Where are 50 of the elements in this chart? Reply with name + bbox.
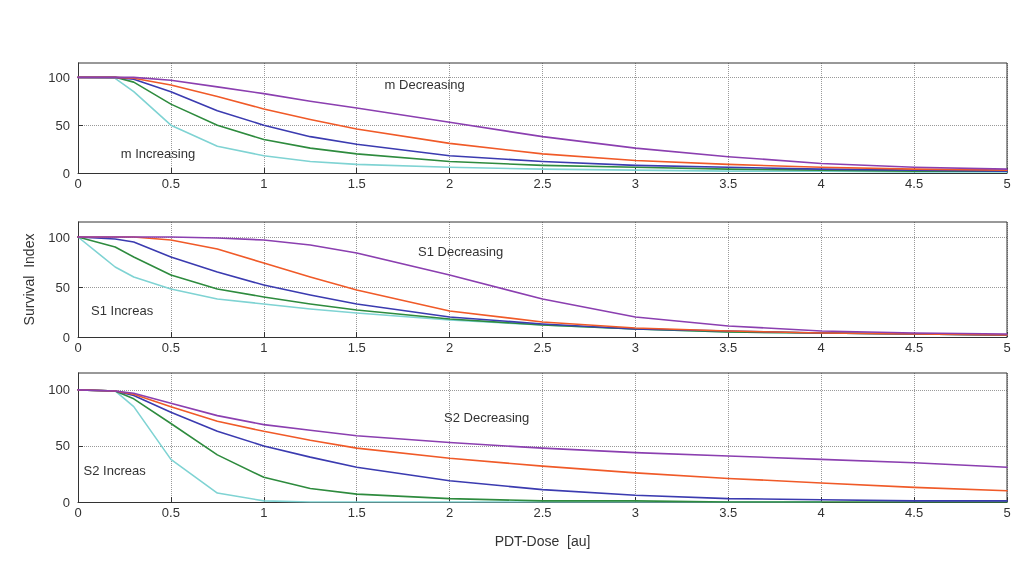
x-tick-label: 3.5: [719, 176, 738, 191]
y-tick-label: 50: [55, 117, 70, 133]
y-tick-label: 0: [62, 329, 70, 345]
annotation: S1 Decreasing: [418, 243, 504, 259]
x-tick-label: 0.5: [161, 340, 180, 355]
x-tick-label: 1.5: [347, 340, 366, 355]
x-tick-label: 2: [445, 505, 454, 520]
x-tick-label: 2.5: [533, 340, 552, 355]
x-tick-label: 5: [1003, 340, 1011, 355]
x-axis-title: PDT-Dose [au]: [494, 533, 591, 549]
x-tick-label: 4.5: [905, 505, 924, 520]
y-tick-label: 50: [55, 279, 70, 295]
x-tick-label: 1: [260, 340, 268, 355]
y-tick-label: 100: [48, 69, 70, 85]
x-tick-label: 0: [74, 340, 82, 355]
x-tick-label: 1.5: [347, 176, 366, 191]
x-tick-label: 0.5: [161, 505, 180, 520]
x-tick-label: 4: [817, 505, 825, 520]
x-tick-label: 2: [445, 340, 454, 355]
x-tick-label: 3: [631, 176, 640, 191]
annotation: S1 Increas: [91, 302, 154, 318]
x-tick-label: 2: [445, 176, 454, 191]
x-tick-label: 2.5: [533, 505, 552, 520]
x-tick-label: 3: [631, 340, 640, 355]
annotation: S2 Increas: [83, 463, 147, 479]
x-tick-label: 4: [817, 176, 825, 191]
x-tick-label: 5: [1003, 176, 1011, 191]
y-tick-label: 100: [48, 229, 70, 245]
x-tick-label: 3.5: [719, 340, 738, 355]
y-tick-label: 100: [48, 382, 70, 398]
x-tick-label: 1: [260, 505, 268, 520]
x-tick-label: 4.5: [905, 340, 924, 355]
x-tick-label: 3: [631, 505, 640, 520]
annotation: m Increasing: [120, 146, 196, 162]
x-tick-label: 4: [817, 340, 825, 355]
annotation: m Decreasing: [384, 77, 465, 92]
x-tick-label: 2.5: [533, 176, 552, 191]
y-tick-label: 50: [55, 438, 70, 454]
annotation: S2 Decreasing: [444, 410, 530, 426]
y-tick-label: 0: [62, 494, 70, 510]
x-tick-label: 0.5: [161, 176, 180, 191]
x-tick-label: 1.5: [347, 505, 366, 520]
x-tick-label: 4.5: [905, 176, 924, 191]
x-tick-label: 0: [74, 176, 82, 191]
x-tick-label: 5: [1003, 505, 1011, 520]
x-tick-label: 3.5: [719, 505, 738, 520]
y-tick-label: 0: [62, 165, 70, 181]
x-tick-label: 0: [74, 505, 82, 520]
x-tick-label: 1: [260, 176, 268, 191]
y-axis-title: Survival Index: [21, 233, 37, 326]
